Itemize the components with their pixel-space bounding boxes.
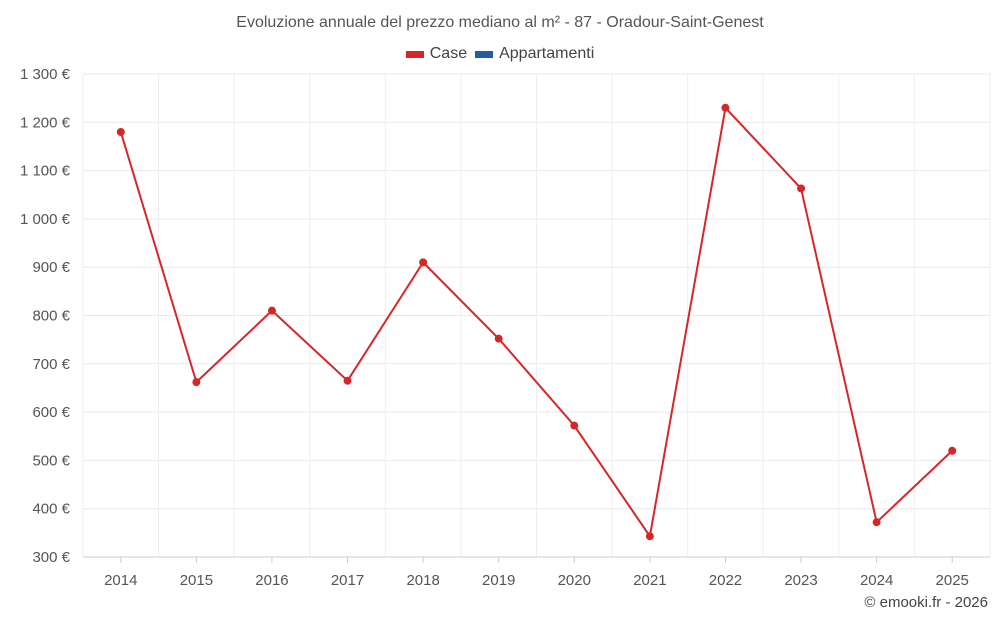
y-tick-label: 700 € (32, 356, 70, 373)
x-tick-label: 2019 (482, 572, 515, 589)
data-point (570, 421, 579, 430)
data-point (797, 184, 806, 193)
x-tick-label: 2018 (406, 572, 439, 589)
y-tick-label: 1 300 € (20, 66, 71, 83)
legend-item-appartamenti[interactable]: Appartamenti (475, 45, 594, 63)
x-tick-label: 2016 (255, 572, 288, 589)
x-tick-label: 2014 (104, 572, 137, 589)
chart-legend: Case Appartamenti (0, 45, 1000, 63)
data-point (116, 127, 125, 136)
legend-item-case[interactable]: Case (405, 45, 468, 63)
data-point (343, 376, 352, 385)
x-tick-label: 2023 (784, 572, 817, 589)
series-line-case (119, 105, 953, 539)
data-point (948, 446, 957, 455)
y-tick-label: 300 € (32, 549, 70, 566)
data-point (494, 334, 503, 343)
data-point (721, 103, 730, 112)
x-tick-label: 2022 (709, 572, 742, 589)
x-tick-label: 2020 (558, 572, 591, 589)
legend-swatch-appartamenti (475, 50, 494, 58)
x-tick-label: 2025 (936, 572, 969, 589)
chart-title: Evoluzione annuale del prezzo mediano al… (236, 14, 764, 31)
x-tick-label: 2024 (860, 572, 893, 589)
copyright-text: © emooki.fr - 2026 (864, 594, 988, 611)
legend-label-case: Case (429, 45, 468, 62)
x-tick-label: 2015 (180, 572, 213, 589)
data-point (419, 258, 428, 267)
x-tick-label: 2021 (633, 572, 666, 589)
data-point (645, 532, 654, 541)
y-tick-label: 600 € (32, 404, 70, 421)
x-tick-label: 2017 (331, 572, 364, 589)
data-point (267, 306, 276, 315)
data-point (192, 378, 201, 387)
legend-label-appartamenti: Appartamenti (499, 45, 595, 62)
legend-swatch-case (405, 50, 424, 58)
data-point (872, 518, 881, 527)
y-tick-label: 900 € (32, 259, 70, 276)
y-tick-label: 1 100 € (20, 163, 71, 180)
y-tick-label: 800 € (32, 308, 70, 325)
y-tick-label: 500 € (32, 452, 70, 469)
y-tick-label: 400 € (32, 501, 70, 518)
y-tick-label: 1 000 € (20, 211, 71, 228)
y-tick-label: 1 200 € (20, 114, 71, 131)
